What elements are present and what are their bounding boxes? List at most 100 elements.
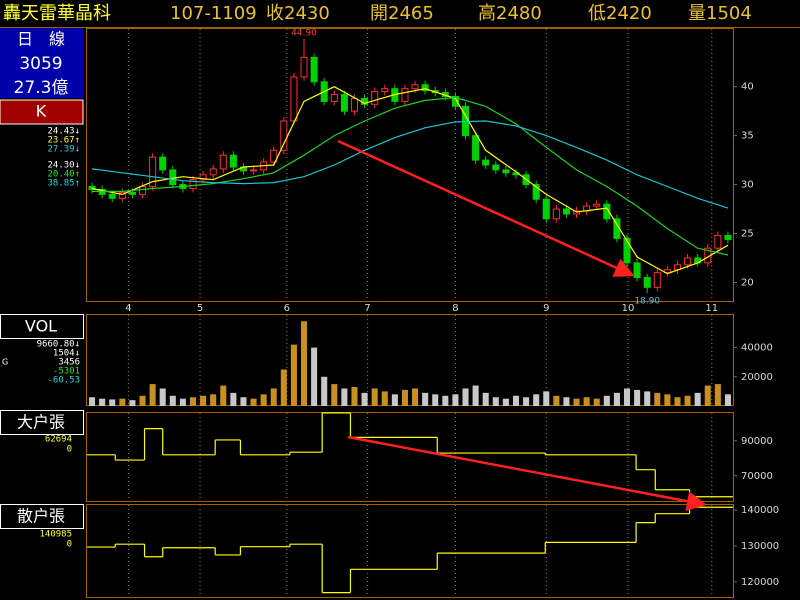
candle-body — [189, 179, 197, 189]
volume-bar — [432, 394, 439, 406]
volume-bar — [341, 388, 348, 406]
candle-body — [623, 237, 631, 264]
volume-bar — [684, 395, 691, 406]
volume-bar — [573, 398, 580, 406]
period-label: 日 線 — [17, 30, 65, 49]
volume-bar — [230, 392, 237, 406]
candle-body — [270, 149, 278, 163]
y-tick-label: 30 — [741, 180, 754, 191]
volume-bar — [553, 395, 560, 406]
quote-close: 收2430 — [266, 3, 330, 24]
candle-body — [128, 191, 136, 195]
candle-body — [209, 168, 217, 176]
volume-bar — [543, 391, 550, 406]
candle-body — [300, 56, 308, 78]
volume-bar — [290, 344, 297, 406]
volume-bar — [89, 397, 96, 406]
volume-bar — [502, 398, 509, 406]
candle-body — [229, 154, 237, 168]
retail-holder-label: 散户張 — [17, 507, 65, 526]
big-holder-value: 0 — [67, 445, 72, 455]
volume-bar — [634, 389, 641, 406]
candle-body — [330, 94, 338, 102]
volume-bar — [492, 397, 499, 406]
trend-arrow — [337, 139, 635, 277]
volume-bar — [189, 397, 197, 406]
period-box[interactable] — [0, 28, 83, 98]
big-holder-button[interactable] — [0, 410, 84, 435]
volume-bar — [391, 394, 398, 406]
candle-body — [643, 277, 651, 288]
quote-open: 開2465 — [370, 3, 434, 24]
volume-bar — [280, 369, 287, 406]
moving-average-line — [91, 120, 729, 209]
candle-body — [149, 156, 157, 188]
panel-frame — [86, 412, 734, 502]
volume-bar — [240, 397, 247, 406]
volume-bar — [371, 388, 378, 406]
x-tick-label: 11 — [705, 303, 718, 314]
panel-frame — [86, 504, 734, 598]
volume-bar — [331, 384, 338, 406]
y-tick-label: 20 — [741, 277, 754, 288]
vol-value: 1504↓ — [53, 349, 80, 359]
ma-value: 23.67↑ — [47, 136, 80, 146]
candle-body — [219, 154, 227, 170]
big-holder-label: 大户張 — [17, 413, 65, 432]
k-button[interactable] — [0, 99, 84, 125]
volume-bar — [452, 394, 459, 406]
candle-body — [411, 84, 419, 90]
volume-bar — [159, 388, 166, 406]
candle-body — [482, 159, 490, 166]
volume-bar — [512, 395, 520, 406]
turnover-amount: 27.3億 — [14, 78, 69, 98]
x-tick-label: 5 — [197, 303, 203, 314]
candle-body — [552, 208, 560, 220]
candle-body — [542, 198, 550, 220]
x-tick-label: 10 — [622, 303, 635, 314]
retail-holder-value: 140985 — [39, 530, 72, 540]
retail-holder-button[interactable] — [0, 504, 84, 529]
volume-bar — [412, 388, 419, 406]
candle-body — [421, 84, 429, 92]
vol-button[interactable] — [0, 314, 84, 339]
volume-bar — [321, 376, 328, 406]
quote-low: 低2420 — [588, 3, 652, 24]
candle-body — [663, 269, 671, 274]
x-tick-label: 9 — [543, 303, 549, 314]
candle-body — [451, 96, 459, 107]
vol-label: VOL — [25, 317, 57, 336]
volume-bar — [472, 385, 479, 406]
panel-frame — [86, 28, 734, 302]
y-tick-label: 40 — [741, 82, 754, 93]
volume-bar — [200, 395, 207, 406]
y-tick-label: 70000 — [741, 471, 773, 482]
volume-bar — [482, 392, 489, 406]
volume-bar — [523, 397, 530, 406]
candle-body — [472, 135, 480, 161]
volume-bar — [311, 347, 318, 406]
volume-bar — [109, 399, 116, 406]
candle-body — [653, 272, 661, 288]
volume-bar — [179, 398, 186, 406]
candle-body — [593, 203, 601, 207]
volume-bar — [401, 389, 408, 406]
candle-body — [138, 186, 147, 195]
y-tick-label: 130000 — [741, 541, 779, 552]
candle-body — [502, 169, 510, 174]
k-label: K — [36, 102, 47, 121]
volume-bar — [563, 397, 570, 406]
volume-bar — [129, 400, 136, 406]
candle-body — [350, 97, 359, 112]
candle-body — [603, 203, 611, 220]
y-tick-label: 90000 — [741, 436, 773, 447]
y-tick-label: 140000 — [741, 505, 779, 516]
quote-date: 107-1109 — [170, 3, 257, 24]
moving-average-line — [91, 86, 729, 275]
price-annotation: 44.90 — [291, 28, 317, 38]
vol-value: 9660.80↓ — [37, 340, 80, 350]
big-holder-value: 62694 — [45, 435, 72, 445]
volume-bar — [593, 398, 600, 406]
volume-bar — [654, 392, 661, 406]
